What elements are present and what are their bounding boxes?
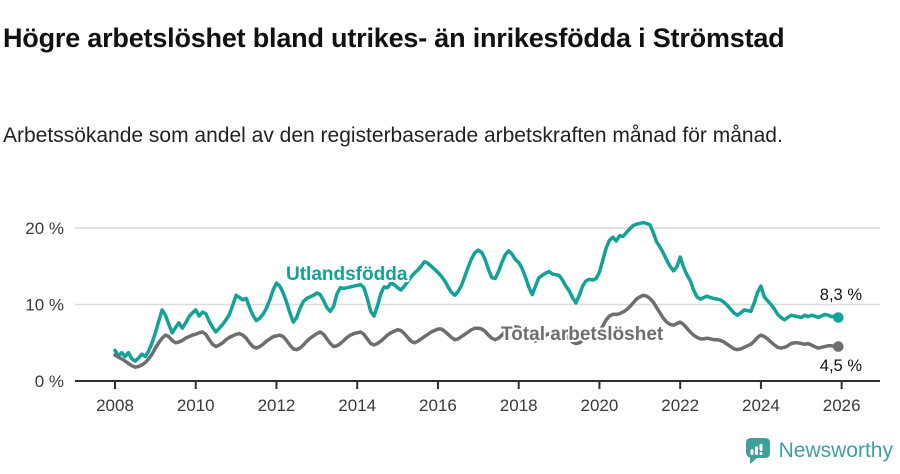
chart-annotations: Utlandsfödda Total arbetslöshet 8,3 % 4,… [284,262,864,377]
x-axis-tick-label: 2016 [419,396,457,415]
series-end-dot-total [833,341,844,352]
page-title: Högre arbetslöshet bland utrikes- än inr… [3,23,785,54]
x-axis-tick-label: 2012 [258,396,296,415]
x-axis-tick-label: 2020 [581,396,619,415]
x-axis-tick-label: 2010 [177,396,215,415]
series-end-dot-utlandsfodda [833,312,844,323]
y-axis-tick-label: 0 % [35,372,64,391]
y-axis-tick-label: 20 % [25,219,64,238]
x-axis-tick-label: 2026 [823,396,861,415]
series-line-total [113,293,841,369]
page-subtitle: Arbetssökande som andel av den registerb… [3,124,783,147]
x-axis-tick-label: 2024 [742,396,780,415]
newsworthy-brand-link[interactable]: Newsworthy [745,437,893,465]
end-value-label-utlandsfodda: 8,3 % [820,286,863,304]
series-label-total-arbetsloshet: Total arbetslöshet [501,324,664,345]
series-line-utlandsfodda [113,220,841,363]
newsworthy-wordmark: Newsworthy [778,439,893,462]
x-axis-tick-label: 2008 [96,396,134,415]
series-label-utlandsfodda: Utlandsfödda [286,264,408,285]
end-value-label-total: 4,5 % [820,357,863,375]
y-axis-tick-label: 10 % [25,296,64,315]
newsworthy-logo-icon [745,437,772,465]
x-axis-tick-label: 2014 [338,396,376,415]
x-axis-tick-label: 2022 [661,396,699,415]
x-axis-tick-label: 2018 [500,396,538,415]
